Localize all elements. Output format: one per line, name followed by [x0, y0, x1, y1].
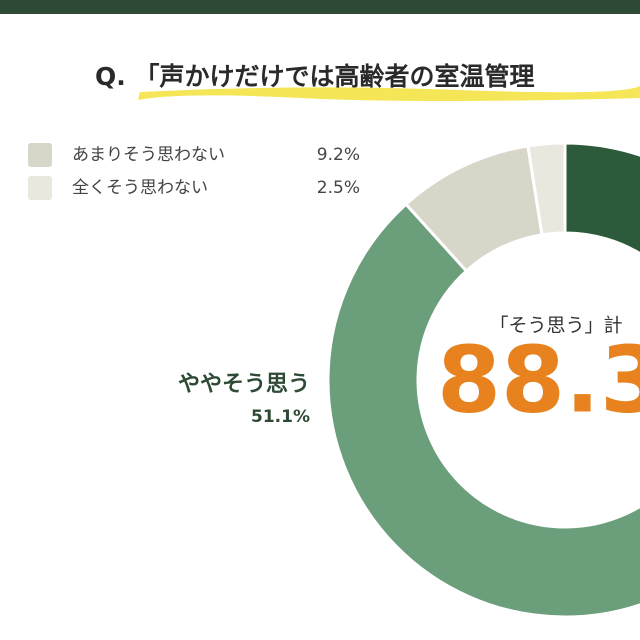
- legend-label: あまりそう思わない: [72, 145, 225, 165]
- legend-value: 2.5%: [317, 178, 360, 198]
- center-value: 88.3: [437, 326, 640, 433]
- donut: [326, 141, 640, 619]
- legend-swatch: [28, 143, 52, 167]
- legend-label: 全くそう思わない: [72, 178, 208, 198]
- donut-segment: [563, 141, 640, 256]
- chart-title: Q. 「声かけだけでは高齢者の室温管理: [95, 62, 534, 91]
- top-bar: [0, 0, 640, 14]
- legend-value: 9.2%: [317, 145, 360, 165]
- segment-label: ややそう思う: [178, 372, 310, 397]
- legend-swatch: [28, 176, 52, 200]
- center-label: 「そう思う」計: [489, 315, 622, 337]
- segment-value-label: 51.1%: [251, 407, 310, 427]
- donut-segment: [526, 141, 567, 237]
- donut-segment: [326, 202, 640, 619]
- title-highlight: [138, 86, 640, 101]
